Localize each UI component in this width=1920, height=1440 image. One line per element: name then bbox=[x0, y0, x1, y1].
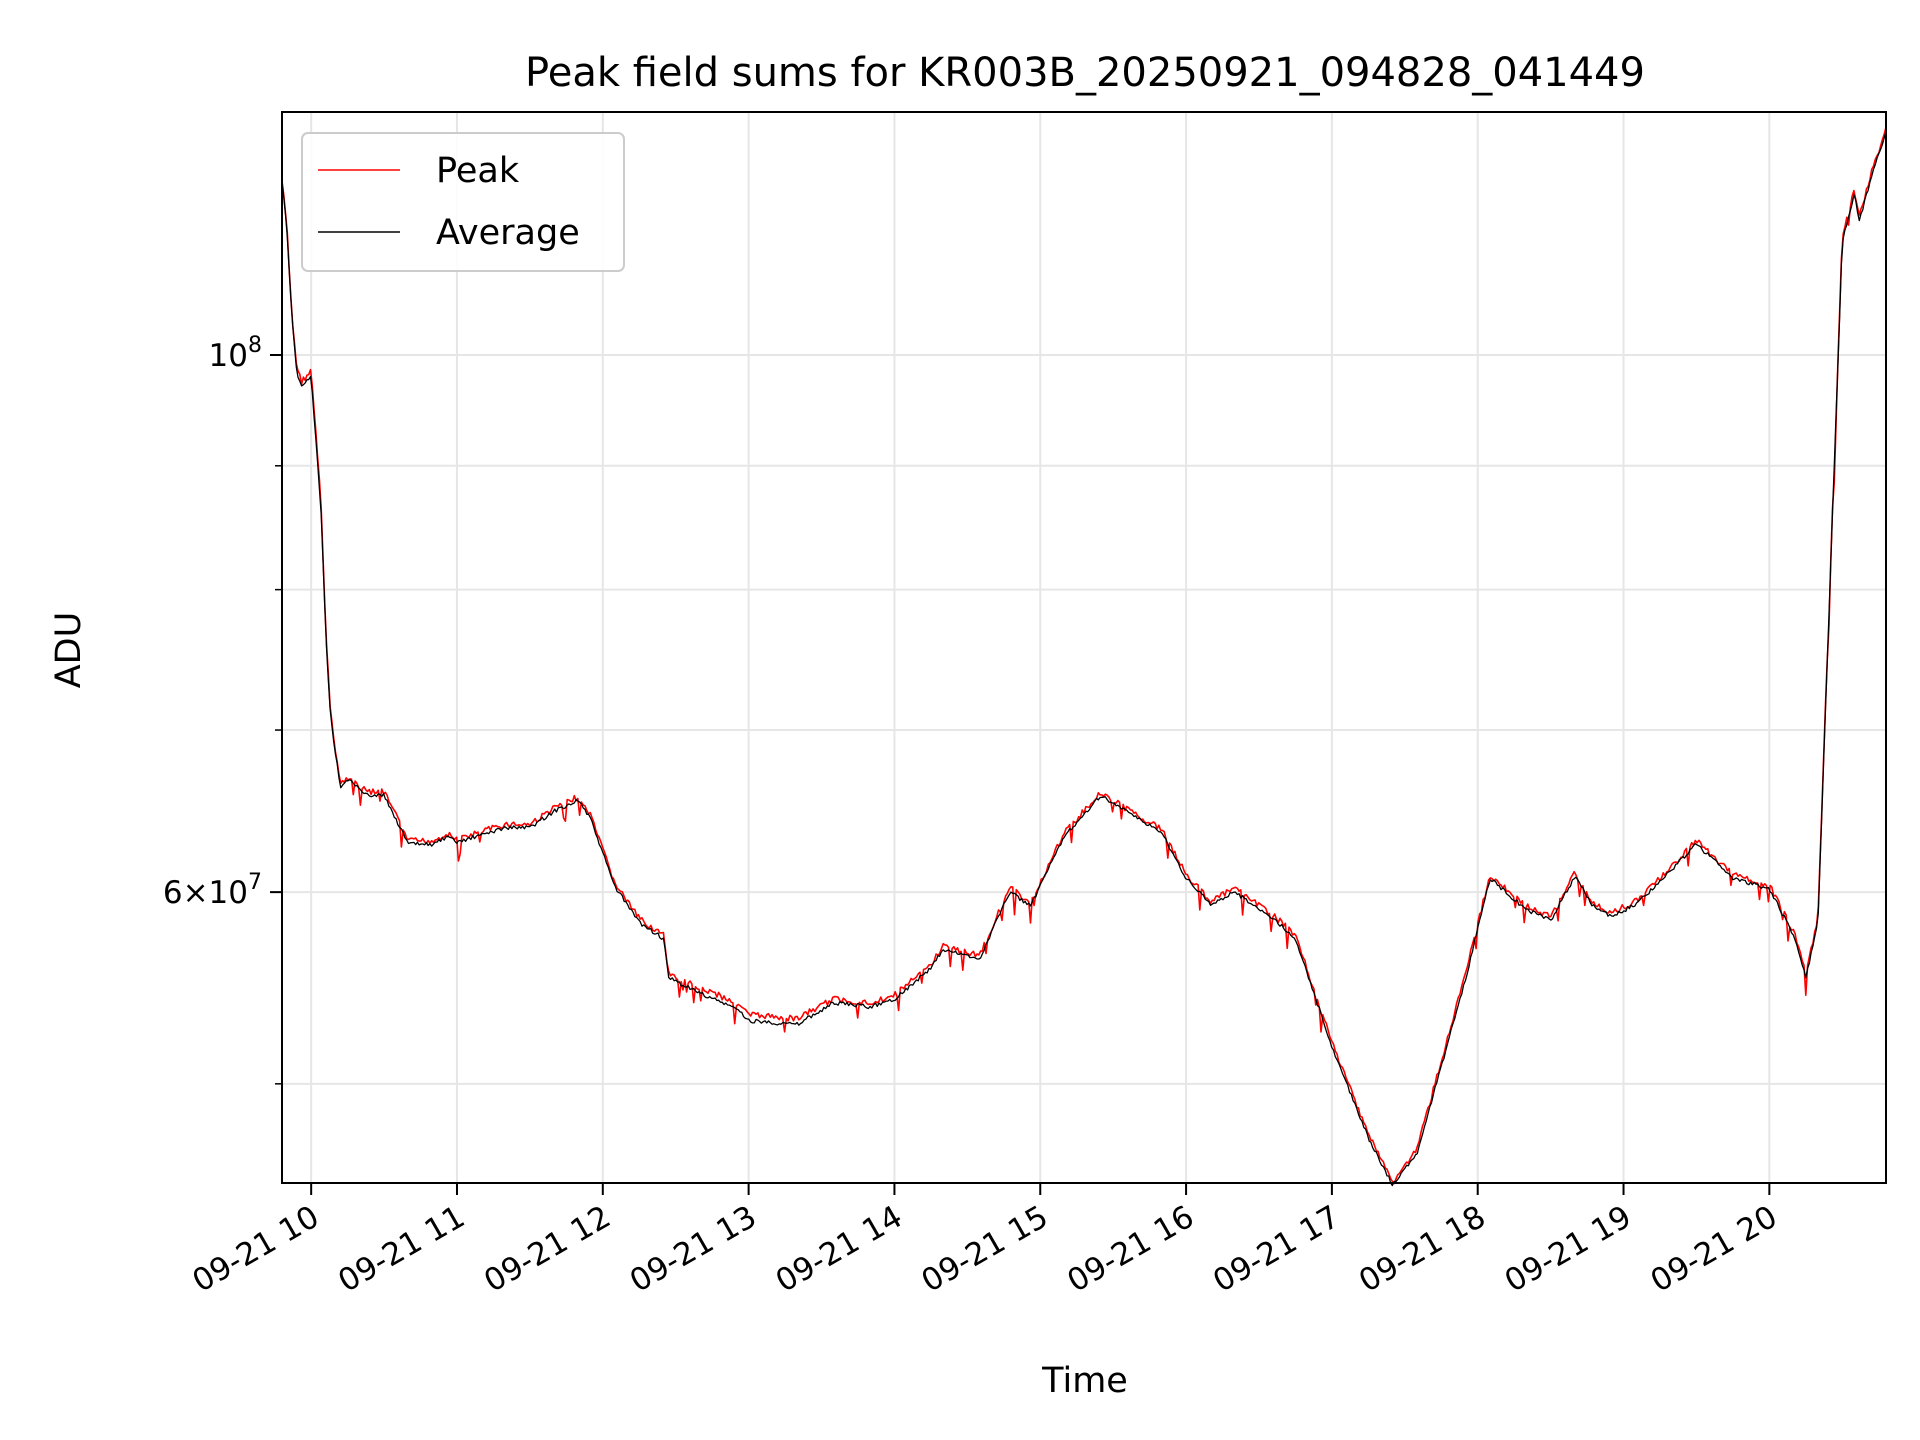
legend-box bbox=[301, 132, 625, 272]
grid-lines bbox=[282, 112, 1886, 1183]
legend-label-peak: Peak bbox=[436, 151, 520, 191]
y-tick-label: 6×107 bbox=[163, 870, 262, 911]
y-axis-label: ADU bbox=[49, 612, 89, 689]
y-tick-label: 108 bbox=[209, 333, 262, 374]
plot-frame bbox=[281, 111, 1887, 1184]
legend: Peak Average bbox=[301, 132, 625, 272]
series-line-average bbox=[281, 131, 1887, 1187]
x-axis-label: Time bbox=[1041, 1361, 1128, 1401]
legend-label-average: Average bbox=[436, 213, 580, 253]
chart-title: Peak field sums for KR003B_20250921_0948… bbox=[525, 50, 1645, 96]
data-series bbox=[281, 127, 1887, 1187]
y-axis-ticks: 108 6×107 bbox=[163, 333, 282, 1085]
